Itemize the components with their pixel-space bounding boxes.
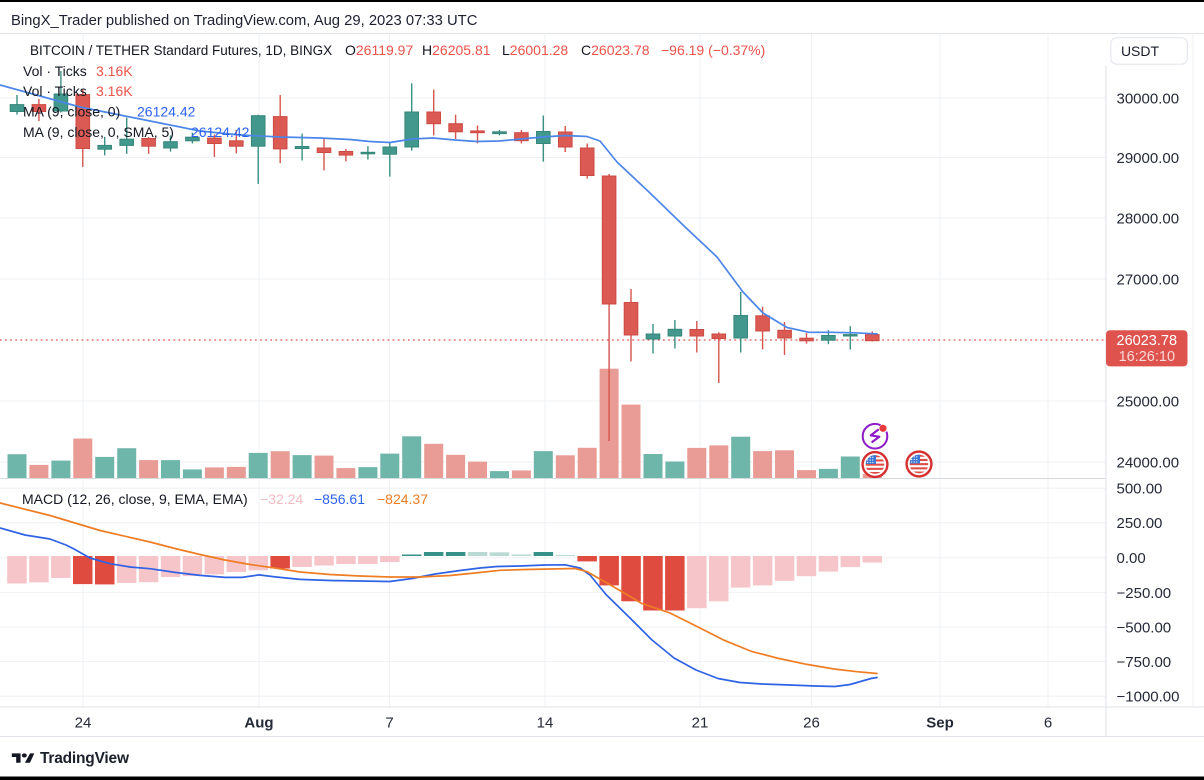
svg-text:25000.00: 25000.00 — [1117, 393, 1180, 410]
svg-text:−824.37: −824.37 — [377, 491, 428, 507]
svg-text:14: 14 — [537, 715, 554, 732]
svg-text:Vol · Ticks: Vol · Ticks — [23, 63, 87, 79]
svg-text:C26023.78: C26023.78 — [581, 42, 650, 58]
svg-text:27000.00: 27000.00 — [1117, 271, 1180, 288]
svg-text:24000.00: 24000.00 — [1117, 454, 1180, 471]
svg-text:MACD (12, 26, close, 9, EMA, E: MACD (12, 26, close, 9, EMA, EMA) — [22, 491, 248, 507]
svg-text:26023.78: 26023.78 — [1117, 333, 1177, 349]
svg-text:O26119.97: O26119.97 — [345, 42, 413, 58]
svg-text:BingX_Trader published on Trad: BingX_Trader published on TradingView.co… — [11, 13, 478, 29]
svg-text:30000.00: 30000.00 — [1117, 90, 1180, 107]
svg-text:500.00: 500.00 — [1117, 481, 1163, 498]
svg-text:6: 6 — [1044, 715, 1052, 732]
svg-text:−96.19 (−0.37%): −96.19 (−0.37%) — [661, 42, 765, 58]
svg-text:250.00: 250.00 — [1117, 515, 1163, 532]
svg-text:−250.00: −250.00 — [1117, 585, 1172, 602]
svg-text:H26205.81: H26205.81 — [422, 42, 491, 58]
svg-text:MA (9, close, 0): MA (9, close, 0) — [23, 104, 120, 120]
svg-text:26124.42: 26124.42 — [137, 104, 196, 120]
svg-text:BITCOIN / TETHER Standard Futu: BITCOIN / TETHER Standard Futures, 1D, B… — [30, 43, 332, 58]
svg-text:Sep: Sep — [926, 715, 954, 732]
svg-text:21: 21 — [692, 715, 709, 732]
svg-text:−1000.00: −1000.00 — [1117, 689, 1180, 706]
svg-text:L26001.28: L26001.28 — [502, 42, 568, 58]
svg-text:3.16K: 3.16K — [96, 83, 133, 99]
svg-text:24: 24 — [75, 715, 92, 732]
svg-text:16:26:10: 16:26:10 — [1119, 349, 1175, 365]
svg-text:26124.42: 26124.42 — [191, 124, 250, 140]
svg-text:−750.00: −750.00 — [1117, 654, 1172, 671]
svg-text:3.16K: 3.16K — [96, 63, 133, 79]
svg-text:7: 7 — [385, 715, 393, 732]
svg-text:TradingView: TradingView — [40, 750, 130, 767]
svg-text:MA (9, close, 0, SMA, 5): MA (9, close, 0, SMA, 5) — [23, 124, 174, 140]
svg-text:USDT: USDT — [1121, 43, 1160, 59]
svg-text:Aug: Aug — [244, 715, 273, 732]
svg-text:0.00: 0.00 — [1117, 550, 1146, 567]
svg-text:−32.24: −32.24 — [260, 491, 303, 507]
svg-text:−500.00: −500.00 — [1117, 619, 1172, 636]
svg-text:28000.00: 28000.00 — [1117, 210, 1180, 227]
svg-text:29000.00: 29000.00 — [1117, 150, 1180, 167]
svg-text:26: 26 — [803, 715, 820, 732]
svg-text:Vol · Ticks: Vol · Ticks — [23, 83, 87, 99]
svg-text:−856.61: −856.61 — [314, 491, 365, 507]
